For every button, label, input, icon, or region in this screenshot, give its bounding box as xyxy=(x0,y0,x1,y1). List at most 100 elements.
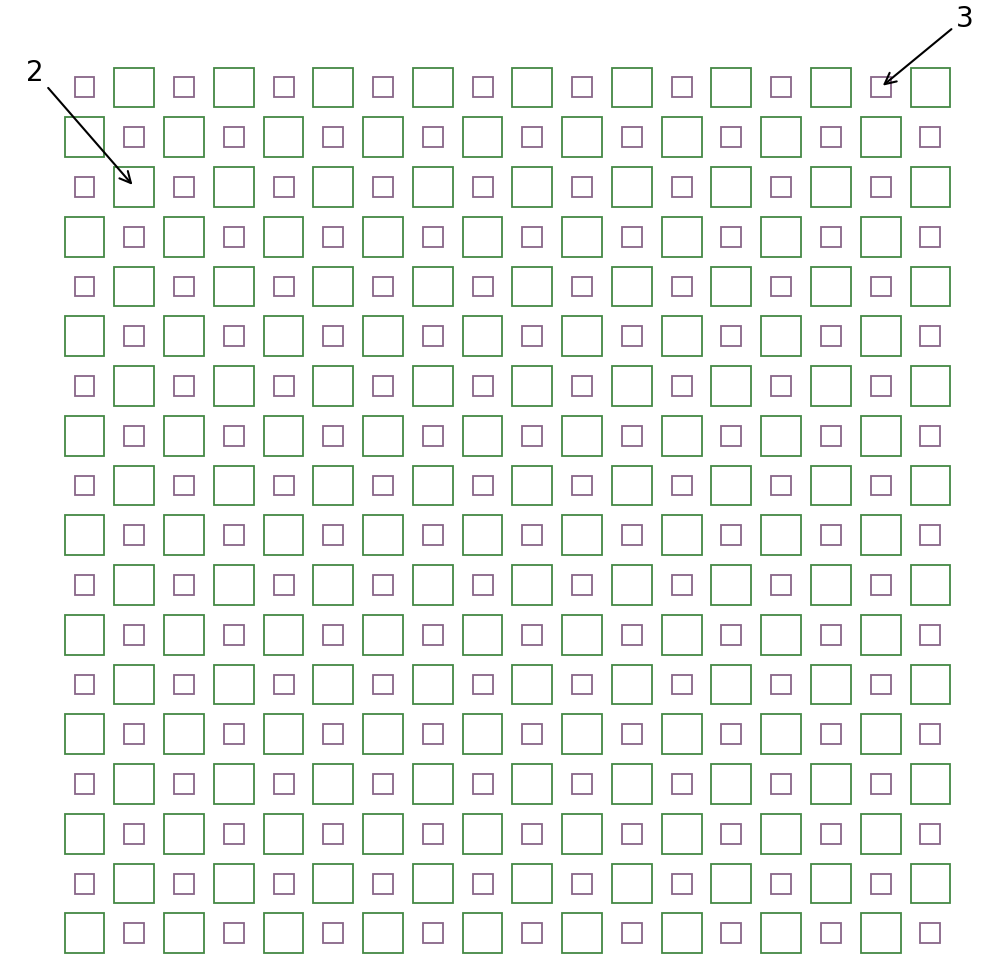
Bar xyxy=(473,476,493,496)
Bar xyxy=(264,616,303,655)
Bar xyxy=(124,228,144,247)
Bar xyxy=(811,566,851,606)
Bar xyxy=(473,575,493,595)
Bar xyxy=(413,68,453,108)
Bar xyxy=(114,268,154,307)
Text: 3: 3 xyxy=(885,5,974,85)
Bar xyxy=(662,118,702,158)
Bar xyxy=(721,625,741,645)
Bar xyxy=(512,665,552,704)
Bar xyxy=(463,118,502,158)
Bar xyxy=(622,228,642,247)
Bar xyxy=(313,466,353,506)
Bar xyxy=(522,128,542,148)
Bar xyxy=(75,277,94,297)
Bar xyxy=(114,466,154,506)
Bar xyxy=(363,814,403,854)
Bar xyxy=(363,118,403,158)
Bar xyxy=(861,616,901,655)
Bar xyxy=(512,366,552,406)
Bar xyxy=(920,128,940,148)
Bar xyxy=(114,168,154,208)
Bar xyxy=(274,476,294,496)
Bar xyxy=(512,168,552,208)
Bar xyxy=(562,913,602,954)
Bar xyxy=(214,665,254,704)
Bar xyxy=(423,725,443,744)
Bar xyxy=(214,366,254,406)
Bar xyxy=(920,327,940,347)
Bar xyxy=(612,566,652,606)
Bar xyxy=(65,416,104,456)
Bar xyxy=(572,476,592,496)
Bar xyxy=(323,426,343,446)
Bar xyxy=(920,725,940,744)
Bar xyxy=(871,377,891,397)
Bar xyxy=(124,625,144,645)
Bar xyxy=(413,566,453,606)
Bar xyxy=(811,68,851,108)
Bar xyxy=(413,764,453,804)
Bar xyxy=(114,764,154,804)
Bar xyxy=(761,317,801,357)
Bar xyxy=(572,575,592,595)
Bar xyxy=(572,775,592,794)
Bar xyxy=(512,68,552,108)
Bar xyxy=(373,575,393,595)
Bar xyxy=(672,78,692,99)
Bar xyxy=(721,426,741,446)
Bar xyxy=(114,366,154,406)
Bar xyxy=(811,864,851,904)
Bar xyxy=(861,218,901,257)
Bar xyxy=(662,913,702,954)
Bar xyxy=(264,913,303,954)
Bar xyxy=(711,566,751,606)
Bar xyxy=(522,526,542,545)
Bar xyxy=(811,764,851,804)
Bar xyxy=(373,78,393,99)
Bar xyxy=(224,526,244,545)
Bar xyxy=(65,913,104,954)
Bar xyxy=(572,178,592,197)
Bar xyxy=(911,268,950,307)
Bar xyxy=(463,814,502,854)
Bar xyxy=(363,218,403,257)
Bar xyxy=(313,68,353,108)
Bar xyxy=(423,625,443,645)
Bar xyxy=(323,625,343,645)
Bar xyxy=(911,366,950,406)
Bar xyxy=(363,714,403,754)
Bar xyxy=(821,923,841,944)
Bar xyxy=(124,923,144,944)
Bar xyxy=(622,923,642,944)
Bar xyxy=(672,675,692,695)
Bar xyxy=(711,665,751,704)
Bar xyxy=(622,625,642,645)
Bar xyxy=(164,317,204,357)
Bar xyxy=(174,377,194,397)
Bar xyxy=(75,78,94,99)
Bar xyxy=(920,228,940,247)
Bar xyxy=(861,416,901,456)
Bar xyxy=(612,864,652,904)
Bar xyxy=(771,178,791,197)
Bar xyxy=(771,575,791,595)
Bar xyxy=(622,824,642,844)
Bar xyxy=(373,775,393,794)
Bar xyxy=(871,476,891,496)
Bar xyxy=(174,476,194,496)
Bar xyxy=(463,317,502,357)
Bar xyxy=(612,366,652,406)
Bar xyxy=(264,118,303,158)
Bar xyxy=(861,118,901,158)
Bar xyxy=(711,168,751,208)
Bar xyxy=(920,625,940,645)
Bar xyxy=(124,824,144,844)
Bar xyxy=(572,78,592,99)
Bar xyxy=(562,218,602,257)
Bar xyxy=(413,366,453,406)
Bar xyxy=(174,775,194,794)
Bar xyxy=(711,366,751,406)
Bar xyxy=(821,228,841,247)
Bar xyxy=(174,675,194,695)
